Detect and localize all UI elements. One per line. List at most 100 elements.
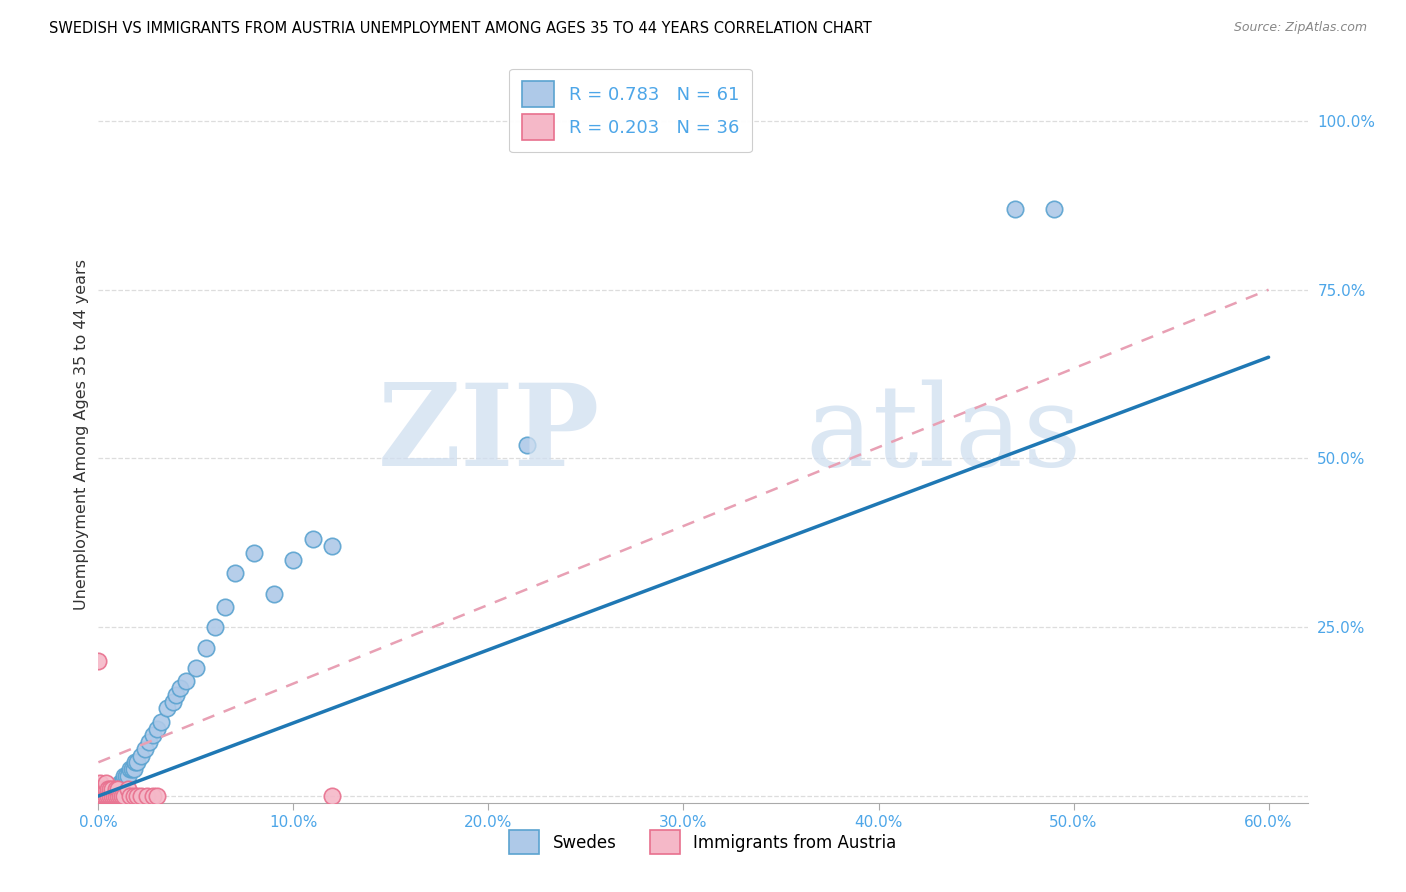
Point	[214, 600, 236, 615]
Point	[91, 782, 114, 797]
Point	[98, 789, 121, 803]
Point	[169, 681, 191, 695]
Point	[104, 782, 127, 797]
Point	[321, 539, 343, 553]
Point	[89, 789, 111, 803]
Point	[91, 789, 114, 803]
Point	[101, 789, 124, 803]
Point	[165, 688, 187, 702]
Point	[89, 789, 111, 803]
Point	[96, 789, 118, 803]
Point	[91, 789, 114, 803]
Point	[101, 789, 124, 803]
Point	[243, 546, 266, 560]
Point	[97, 789, 120, 803]
Point	[89, 782, 111, 797]
Point	[127, 789, 149, 803]
Point	[321, 789, 343, 803]
Point	[89, 775, 111, 789]
Point	[108, 782, 131, 797]
Point	[103, 789, 125, 803]
Point	[104, 789, 127, 803]
Point	[122, 762, 145, 776]
Point	[111, 789, 134, 803]
Point	[1004, 202, 1026, 216]
Point	[1043, 202, 1066, 216]
Point	[114, 769, 136, 783]
Point	[103, 789, 125, 803]
Point	[156, 701, 179, 715]
Y-axis label: Unemployment Among Ages 35 to 44 years: Unemployment Among Ages 35 to 44 years	[75, 260, 89, 610]
Point	[103, 789, 125, 803]
Point	[134, 741, 156, 756]
Point	[142, 789, 165, 803]
Point	[112, 789, 135, 803]
Legend: Swedes, Immigrants from Austria: Swedes, Immigrants from Austria	[503, 824, 903, 861]
Text: Source: ZipAtlas.com: Source: ZipAtlas.com	[1233, 21, 1367, 34]
Point	[97, 789, 120, 803]
Point	[91, 789, 114, 803]
Point	[516, 438, 538, 452]
Point	[96, 782, 118, 797]
Point	[131, 789, 153, 803]
Point	[146, 722, 169, 736]
Point	[162, 694, 184, 708]
Point	[104, 789, 127, 803]
Point	[146, 789, 169, 803]
Point	[107, 782, 129, 797]
Point	[89, 789, 111, 803]
Point	[122, 789, 145, 803]
Point	[93, 782, 115, 797]
Point	[101, 782, 124, 797]
Point	[131, 748, 153, 763]
Point	[93, 789, 115, 803]
Point	[97, 789, 120, 803]
Point	[101, 789, 124, 803]
Point	[103, 789, 125, 803]
Text: ZIP: ZIP	[378, 379, 600, 491]
Point	[117, 782, 139, 797]
Point	[127, 756, 149, 770]
Point	[194, 640, 217, 655]
Point	[108, 775, 131, 789]
Point	[108, 789, 131, 803]
Point	[104, 789, 127, 803]
Point	[111, 775, 134, 789]
Point	[142, 728, 165, 742]
Point	[87, 789, 110, 803]
Point	[111, 775, 134, 789]
Point	[283, 553, 305, 567]
Point	[98, 782, 121, 797]
Point	[138, 735, 160, 749]
Point	[97, 782, 120, 797]
Point	[224, 566, 246, 581]
Point	[263, 586, 285, 600]
Point	[117, 769, 139, 783]
Point	[87, 789, 110, 803]
Text: atlas: atlas	[806, 380, 1083, 490]
Point	[107, 782, 129, 797]
Point	[98, 789, 121, 803]
Point	[97, 789, 120, 803]
Point	[124, 756, 146, 770]
Point	[136, 789, 159, 803]
Point	[107, 789, 129, 803]
Text: SWEDISH VS IMMIGRANTS FROM AUSTRIA UNEMPLOYMENT AMONG AGES 35 TO 44 YEARS CORREL: SWEDISH VS IMMIGRANTS FROM AUSTRIA UNEMP…	[49, 21, 872, 36]
Point	[302, 533, 325, 547]
Point	[93, 789, 115, 803]
Point	[93, 789, 115, 803]
Point	[107, 782, 129, 797]
Point	[118, 789, 141, 803]
Point	[204, 620, 226, 634]
Point	[96, 789, 118, 803]
Point	[93, 789, 115, 803]
Point	[96, 775, 118, 789]
Point	[149, 714, 172, 729]
Point	[121, 762, 143, 776]
Point	[118, 762, 141, 776]
Point	[87, 654, 110, 668]
Point	[96, 789, 118, 803]
Point	[184, 661, 207, 675]
Point	[174, 674, 197, 689]
Point	[87, 782, 110, 797]
